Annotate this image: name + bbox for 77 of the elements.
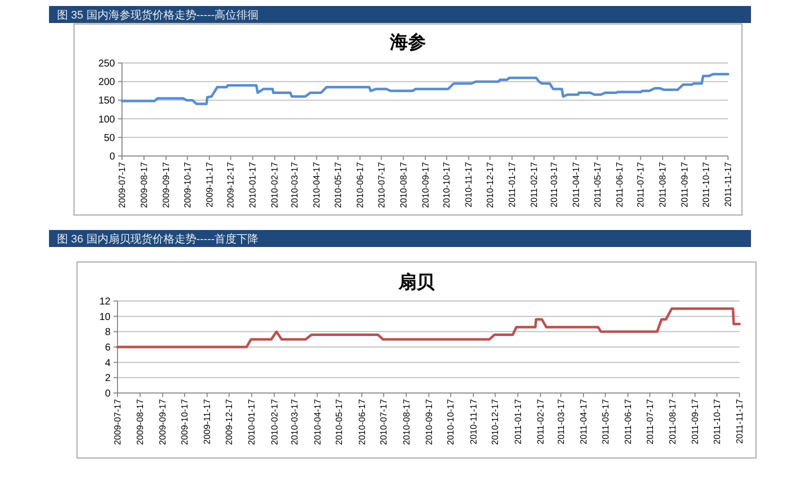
x-tick-label: 2011-04-17 xyxy=(578,399,588,444)
x-tick-label: 2010-04-17 xyxy=(312,399,322,446)
x-tick-label: 2010-08-17 xyxy=(398,162,408,208)
x-tick-label: 2011-09-17 xyxy=(690,399,700,444)
x-tick-label: 2010-11-17 xyxy=(464,162,474,208)
x-tick-label: 2011-10-17 xyxy=(712,399,722,444)
x-tick-label: 2011-05-17 xyxy=(600,399,610,444)
y-tick-label: 200 xyxy=(98,77,116,88)
x-tick-label: 2009-07-17 xyxy=(117,162,127,208)
x-tick-label: 2010-07-17 xyxy=(376,162,386,208)
y-tick-label: 0 xyxy=(104,388,111,400)
x-tick-label: 2010-01-17 xyxy=(246,399,257,446)
x-tick-label: 2009-12-17 xyxy=(224,399,234,446)
x-tick-label: 2011-06-17 xyxy=(622,399,633,444)
x-tick-label: 2011-03-17 xyxy=(548,162,559,208)
x-tick-label: 2011-01-17 xyxy=(507,162,518,208)
x-tick-label: 2011-08-17 xyxy=(658,162,668,208)
y-tick-label: 2 xyxy=(104,373,111,384)
x-tick-label: 2010-02-17 xyxy=(270,162,280,208)
x-tick-label: 2010-10-17 xyxy=(446,399,456,446)
x-tick-label: 2009-08-17 xyxy=(139,162,150,208)
x-tick-label: 2009-11-17 xyxy=(202,399,212,444)
y-tick-label: 6 xyxy=(104,342,111,354)
x-tick-label: 2009-09-17 xyxy=(158,399,168,446)
x-tick-label: 2010-08-17 xyxy=(401,399,412,446)
x-tick-label: 2010-10-17 xyxy=(442,162,452,208)
x-tick-label: 2010-09-17 xyxy=(424,399,434,446)
x-tick-label: 2010-11-17 xyxy=(468,399,478,444)
x-tick-label: 2009-11-17 xyxy=(204,162,214,208)
x-tick-label: 2010-05-17 xyxy=(332,162,343,208)
x-tick-label: 2010-02-17 xyxy=(269,399,280,446)
x-tick-label: 2011-02-17 xyxy=(529,162,540,208)
y-tick-label: 250 xyxy=(98,58,116,70)
x-tick-label: 2010-04-17 xyxy=(312,162,322,208)
x-tick-label: 2010-07-17 xyxy=(378,399,389,446)
x-tick-label: 2010-03-17 xyxy=(290,399,300,446)
y-tick-label: 12 xyxy=(99,296,111,308)
y-tick-label: 4 xyxy=(104,358,111,369)
x-tick-label: 2011-10-17 xyxy=(700,162,711,208)
x-tick-label: 2011-09-17 xyxy=(680,162,690,208)
x-tick-label: 2011-05-17 xyxy=(592,162,602,208)
x-tick-label: 2011-01-17 xyxy=(512,399,523,444)
x-tick-label: 2009-09-17 xyxy=(161,162,172,208)
y-tick-label: 8 xyxy=(104,327,111,338)
x-tick-label: 2011-08-17 xyxy=(667,399,678,444)
y-tick-label: 0 xyxy=(109,152,116,162)
x-tick-label: 2010-12-17 xyxy=(490,399,500,446)
x-tick-label: 2009-07-17 xyxy=(112,399,122,446)
y-tick-label: 10 xyxy=(99,312,111,323)
x-tick-label: 2010-06-17 xyxy=(354,162,365,208)
x-tick-label: 2009-12-17 xyxy=(226,162,236,208)
x-tick-label: 2010-01-17 xyxy=(248,162,258,208)
y-tick-label: 100 xyxy=(98,114,116,126)
y-tick-label: 50 xyxy=(104,132,116,144)
x-tick-label: 2010-12-17 xyxy=(485,162,496,208)
x-tick-label: 2011-07-17 xyxy=(644,399,655,444)
x-tick-label: 2010-09-17 xyxy=(420,162,430,208)
x-tick-label: 2009-08-17 xyxy=(135,399,146,446)
x-tick-label: 2009-10-17 xyxy=(180,399,190,446)
x-tick-label: 2011-06-17 xyxy=(614,162,624,208)
x-tick-label: 2011-11-17 xyxy=(734,399,744,444)
x-tick-label: 2011-07-17 xyxy=(636,162,646,208)
x-tick-label: 2011-04-17 xyxy=(570,162,581,208)
x-tick-label: 2011-03-17 xyxy=(556,399,566,444)
y-tick-label: 150 xyxy=(98,96,116,107)
chart-title: 扇贝 xyxy=(398,272,436,292)
caption: 图 36 国内扇贝现货价格走势-----首度下降 xyxy=(57,232,259,246)
x-tick-label: 2010-06-17 xyxy=(356,399,367,446)
x-tick-label: 2009-10-17 xyxy=(182,162,192,208)
caption: 图 35 国内海参现货价格走势-----高位徘徊 xyxy=(57,8,259,22)
x-tick-label: 2011-02-17 xyxy=(535,399,546,444)
chart-title: 海参 xyxy=(389,32,426,52)
line-series xyxy=(120,72,730,106)
x-tick-label: 2010-03-17 xyxy=(290,162,300,208)
x-tick-label: 2011-11-17 xyxy=(723,162,733,207)
line-series xyxy=(116,307,741,348)
x-tick-label: 2010-05-17 xyxy=(334,399,344,446)
